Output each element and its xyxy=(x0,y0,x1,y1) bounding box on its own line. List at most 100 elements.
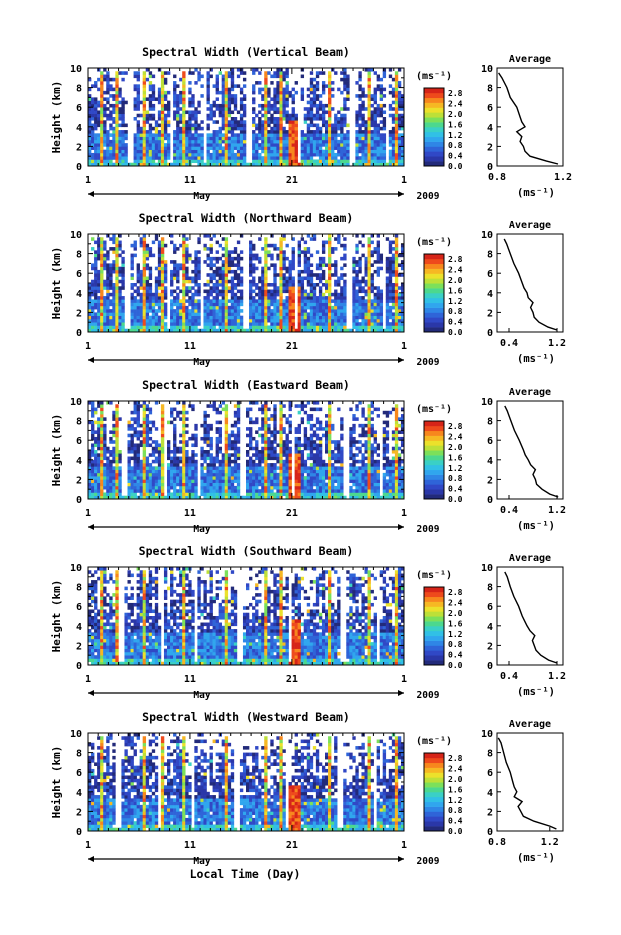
heatmap-cell xyxy=(161,260,164,264)
heatmap-cell xyxy=(143,114,146,118)
month-label: May xyxy=(193,191,210,202)
heatmap-cell xyxy=(228,110,231,114)
heatmap-cell xyxy=(149,303,152,307)
heatmap-cell xyxy=(286,81,289,85)
heatmap-cell xyxy=(140,460,143,464)
heatmap-cell xyxy=(392,286,395,290)
profile-y-tick-label: 6 xyxy=(487,103,493,114)
heatmap-cell xyxy=(267,104,270,108)
heatmap-cell xyxy=(115,404,118,408)
heatmap-cell xyxy=(249,244,252,248)
heatmap-cell xyxy=(240,283,243,287)
heatmap-cell xyxy=(94,124,97,128)
heatmap-cell xyxy=(103,286,106,290)
heatmap-cell xyxy=(310,286,313,290)
heatmap-cell xyxy=(173,296,176,300)
heatmap-cell xyxy=(337,133,340,137)
heatmap-cell xyxy=(143,244,146,248)
heatmap-cell xyxy=(112,156,115,160)
heatmap-cell xyxy=(103,466,106,470)
heatmap-cell xyxy=(200,156,203,160)
heatmap-cell xyxy=(358,117,361,121)
heatmap-cell xyxy=(398,150,401,154)
heatmap-cell xyxy=(313,88,316,92)
heatmap-cell xyxy=(161,486,164,490)
heatmap-cell xyxy=(361,143,364,147)
heatmap-cell xyxy=(112,130,115,134)
heatmap-cell xyxy=(313,283,316,287)
heatmap-cell xyxy=(106,492,109,496)
heatmap-cell xyxy=(182,146,185,150)
heatmap-cell xyxy=(282,303,285,307)
heatmap-cell xyxy=(167,486,170,490)
heatmap-cell xyxy=(97,424,100,428)
heatmap-cell xyxy=(365,260,368,264)
heatmap-cell xyxy=(155,322,158,326)
heatmap-cell xyxy=(222,153,225,157)
heatmap-cell xyxy=(292,124,295,128)
heatmap-cell xyxy=(304,114,307,118)
heatmap-cell xyxy=(322,306,325,310)
heatmap-cell xyxy=(134,244,137,248)
heatmap-cell xyxy=(191,260,194,264)
heatmap-cell xyxy=(328,81,331,85)
heatmap-cell xyxy=(185,254,188,258)
heatmap-cell xyxy=(310,146,313,150)
heatmap-cell xyxy=(161,476,164,480)
heatmap-cell xyxy=(161,267,164,271)
heatmap-cell xyxy=(97,434,100,438)
heatmap-cell xyxy=(179,101,182,105)
heatmap-cell xyxy=(258,260,261,264)
heatmap-cell xyxy=(267,283,270,287)
heatmap-cell xyxy=(358,286,361,290)
heatmap-cell xyxy=(282,94,285,98)
heatmap-cell xyxy=(371,303,374,307)
heatmap-cell xyxy=(270,146,273,150)
heatmap-cell xyxy=(270,312,273,316)
heatmap-cell xyxy=(103,473,106,477)
heatmap-cell xyxy=(261,325,264,329)
heatmap-cell xyxy=(264,303,267,307)
heatmap-cell xyxy=(316,71,319,75)
heatmap-cell xyxy=(237,273,240,277)
heatmap-cell xyxy=(276,140,279,144)
heatmap-cell xyxy=(258,309,261,313)
heatmap-cell xyxy=(210,286,213,290)
heatmap-cell xyxy=(286,296,289,300)
heatmap-cell xyxy=(273,127,276,131)
heatmap-cell xyxy=(128,434,131,438)
heatmap-cell xyxy=(106,450,109,454)
heatmap-cell xyxy=(179,146,182,150)
heatmap-cell xyxy=(103,463,106,467)
heatmap-cell xyxy=(115,486,118,490)
heatmap-cell xyxy=(173,463,176,467)
heatmap-cell xyxy=(255,325,258,329)
heatmap-cell xyxy=(200,140,203,144)
heatmap-cells xyxy=(88,401,404,499)
heatmap-cell xyxy=(173,434,176,438)
heatmap-cell xyxy=(307,296,310,300)
heatmap-cell xyxy=(240,159,243,163)
heatmap-cell xyxy=(219,312,222,316)
heatmap-cell xyxy=(112,120,115,124)
heatmap-cell xyxy=(106,137,109,141)
heatmap-cell xyxy=(322,260,325,264)
heatmap-cell xyxy=(301,97,304,101)
heatmap-cell xyxy=(316,159,319,163)
heatmap-cell xyxy=(228,309,231,313)
heatmap-cell xyxy=(358,94,361,98)
heatmap-cell xyxy=(234,309,237,313)
heatmap-cell xyxy=(140,479,143,483)
heatmap-cell xyxy=(182,110,185,114)
heatmap-cell xyxy=(112,316,115,320)
colorbar-tick-label: 0.0 xyxy=(448,162,463,171)
heatmap-cell xyxy=(225,133,228,137)
heatmap-cell xyxy=(197,260,200,264)
heatmap-cell xyxy=(380,325,383,329)
heatmap-cell xyxy=(304,241,307,245)
heatmap-cell xyxy=(179,309,182,313)
heatmap-cell xyxy=(273,283,276,287)
colorbar-tick-label: 2.0 xyxy=(448,110,463,119)
heatmap-cell xyxy=(140,319,143,323)
heatmap-cell xyxy=(346,156,349,160)
